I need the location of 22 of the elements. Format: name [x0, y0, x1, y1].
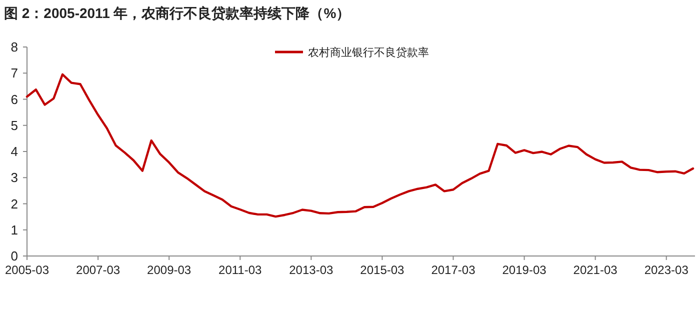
x-tick-label: 2007-03 [76, 263, 120, 277]
x-tick-label: 2013-03 [289, 263, 334, 277]
y-tick-label: 8 [10, 40, 18, 54]
line-series [26, 73, 694, 218]
legend-label: 农村商业银行不良贷款率 [308, 46, 429, 59]
x-tick-label: 2023-03 [644, 263, 689, 277]
y-tick-label: 5 [10, 118, 18, 133]
x-tick-label: 2019-03 [502, 263, 547, 277]
y-tick-label: 3 [10, 170, 18, 186]
y-tick-label: 0 [10, 248, 18, 264]
x-tick-label: 2021-03 [573, 263, 618, 277]
x-tick-label: 2005-03 [4, 263, 50, 277]
x-tick-label: 2017-03 [431, 263, 476, 277]
y-tick-label: 7 [10, 66, 18, 81]
y-tick-label: 6 [10, 92, 18, 107]
y-tick-label: 1 [10, 222, 18, 238]
y-tick-label: 2 [10, 196, 18, 212]
y-tick-label: 4 [10, 144, 18, 159]
x-tick-label: 2009-03 [147, 263, 192, 277]
x-tick-label: 2011-03 [218, 263, 262, 277]
x-tick-label: 2015-03 [360, 263, 405, 277]
chart-title: 图 2：2005-2011 年，农商行不良贷款率持续下降（%） [4, 5, 350, 21]
